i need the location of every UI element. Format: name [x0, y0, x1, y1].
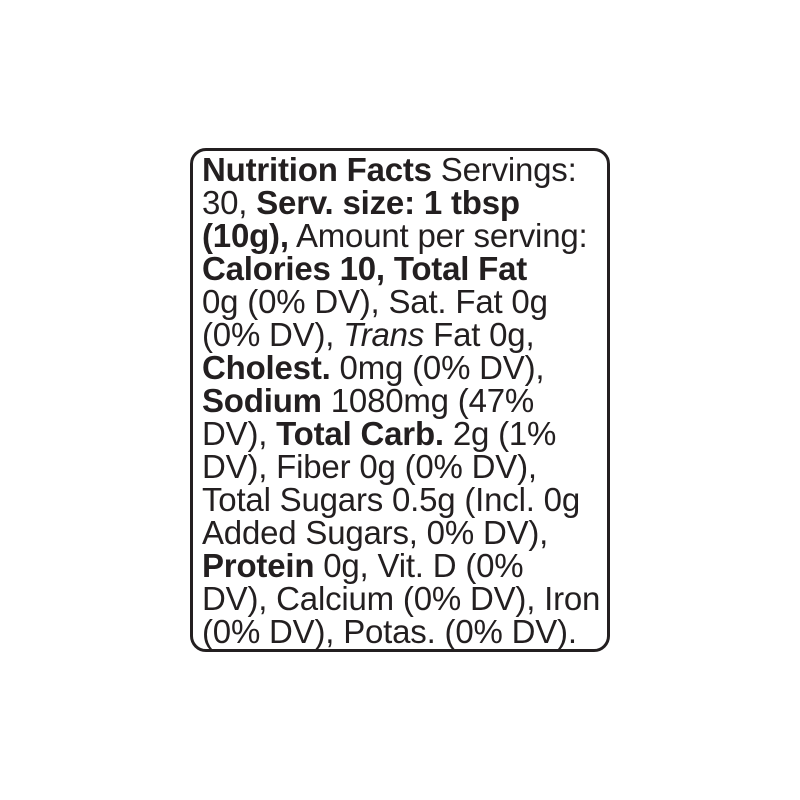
label-line: (0% DV), Trans Fat 0g, — [202, 318, 604, 351]
label-text-segment: Serv. size: 1 tbsp — [256, 184, 520, 221]
nutrition-facts-label: Nutrition Facts Servings: 30, Serv. size… — [190, 148, 610, 652]
label-text-segment: Cholest. — [202, 349, 331, 386]
label-text-segment: (10g), — [202, 217, 289, 254]
label-text-segment: (0% DV), — [202, 316, 344, 353]
label-text-segment: Trans — [343, 316, 425, 353]
label-line: (0% DV), Potas. (0% DV). — [202, 615, 604, 648]
label-line: 30, Serv. size: 1 tbsp — [202, 186, 604, 219]
label-line: Calories 10, Total Fat — [202, 252, 604, 285]
label-text-segment: 2g (1% — [443, 415, 557, 452]
label-line: Total Sugars 0.5g (Incl. 0g — [202, 483, 604, 516]
label-text-segment: Calories 10, Total Fat — [202, 250, 528, 287]
label-line: (10g), Amount per serving: — [202, 219, 604, 252]
label-text-segment: Servings: — [431, 151, 577, 188]
label-text-segment: 0g, Vit. D (0% — [314, 547, 524, 584]
label-text-segment: Added Sugars, 0% DV), — [202, 514, 549, 551]
label-text-segment: Sodium — [202, 382, 322, 419]
label-line: DV), Fiber 0g (0% DV), — [202, 450, 604, 483]
label-text-segment: 0mg (0% DV), — [330, 349, 545, 386]
label-text-segment: 0g (0% DV), Sat. Fat 0g — [202, 283, 548, 320]
label-text-segment: Total Sugars 0.5g (Incl. 0g — [202, 481, 580, 518]
label-line: Protein 0g, Vit. D (0% — [202, 549, 604, 582]
label-line: Added Sugars, 0% DV), — [202, 516, 604, 549]
label-text-segment: 30, — [202, 184, 257, 221]
label-text-segment: Protein — [202, 547, 315, 584]
label-text-segment: Total Carb. — [276, 415, 444, 452]
label-text-segment: (0% DV), Potas. (0% DV). — [202, 613, 577, 650]
label-text-segment: Fat 0g, — [424, 316, 535, 353]
label-text-segment: 1080mg (47% — [321, 382, 535, 419]
label-line: 0g (0% DV), Sat. Fat 0g — [202, 285, 604, 318]
label-text-segment: Amount per serving: — [288, 217, 588, 254]
label-line: DV), Total Carb. 2g (1% — [202, 417, 604, 450]
label-text-segment: DV), Calcium (0% DV), Iron — [202, 580, 601, 617]
label-text-segment: DV), Fiber 0g (0% DV), — [202, 448, 537, 485]
label-line: Nutrition Facts Servings: — [202, 153, 604, 186]
label-line: Sodium 1080mg (47% — [202, 384, 604, 417]
label-line: Cholest. 0mg (0% DV), — [202, 351, 604, 384]
label-text-segment: Nutrition Facts — [202, 151, 432, 188]
label-line: DV), Calcium (0% DV), Iron — [202, 582, 604, 615]
label-text-segment: DV), — [202, 415, 277, 452]
